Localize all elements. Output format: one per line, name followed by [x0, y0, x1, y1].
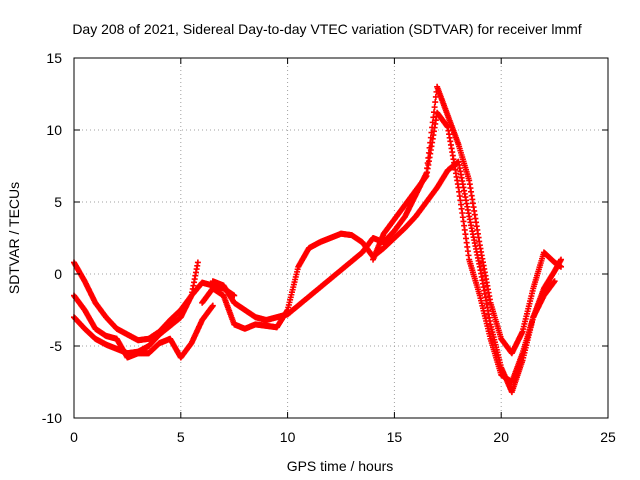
grid — [74, 58, 608, 418]
series-track-5 — [209, 83, 565, 357]
x-tick-label: 10 — [280, 429, 296, 445]
chart-title: Day 208 of 2021, Sidereal Day-to-day VTE… — [72, 21, 581, 37]
series-track-3 — [71, 292, 216, 361]
data-point — [194, 259, 201, 266]
y-axis-label: SDTVAR / TECUs — [6, 182, 22, 294]
y-tick-label: 15 — [46, 50, 62, 66]
y-tick-label: 5 — [54, 194, 62, 210]
y-tick-label: 10 — [46, 122, 62, 138]
data-point — [558, 263, 565, 270]
series-track-4 — [199, 158, 565, 396]
data-point — [209, 302, 216, 309]
x-tick-label: 0 — [70, 429, 78, 445]
plot-frame — [73, 57, 609, 419]
x-tick-label: 20 — [493, 429, 509, 445]
y-tick-label: -5 — [50, 338, 63, 354]
y-tick-label: -10 — [42, 410, 62, 426]
y-tick-label: 0 — [54, 266, 62, 282]
data-point — [558, 256, 565, 263]
data-series — [71, 83, 565, 396]
series-track-6 — [370, 109, 558, 385]
data-point — [551, 278, 558, 285]
x-axis-label: GPS time / hours — [287, 458, 394, 474]
data-point — [432, 93, 439, 100]
x-tick-label: 15 — [387, 429, 403, 445]
data-point — [432, 99, 439, 106]
data-point — [431, 104, 438, 111]
x-tick-label: 25 — [600, 429, 616, 445]
axis-ticks: 0 5 10 15 20 25 -10 -5 0 5 10 15 — [42, 50, 616, 445]
x-tick-label: 5 — [177, 429, 185, 445]
